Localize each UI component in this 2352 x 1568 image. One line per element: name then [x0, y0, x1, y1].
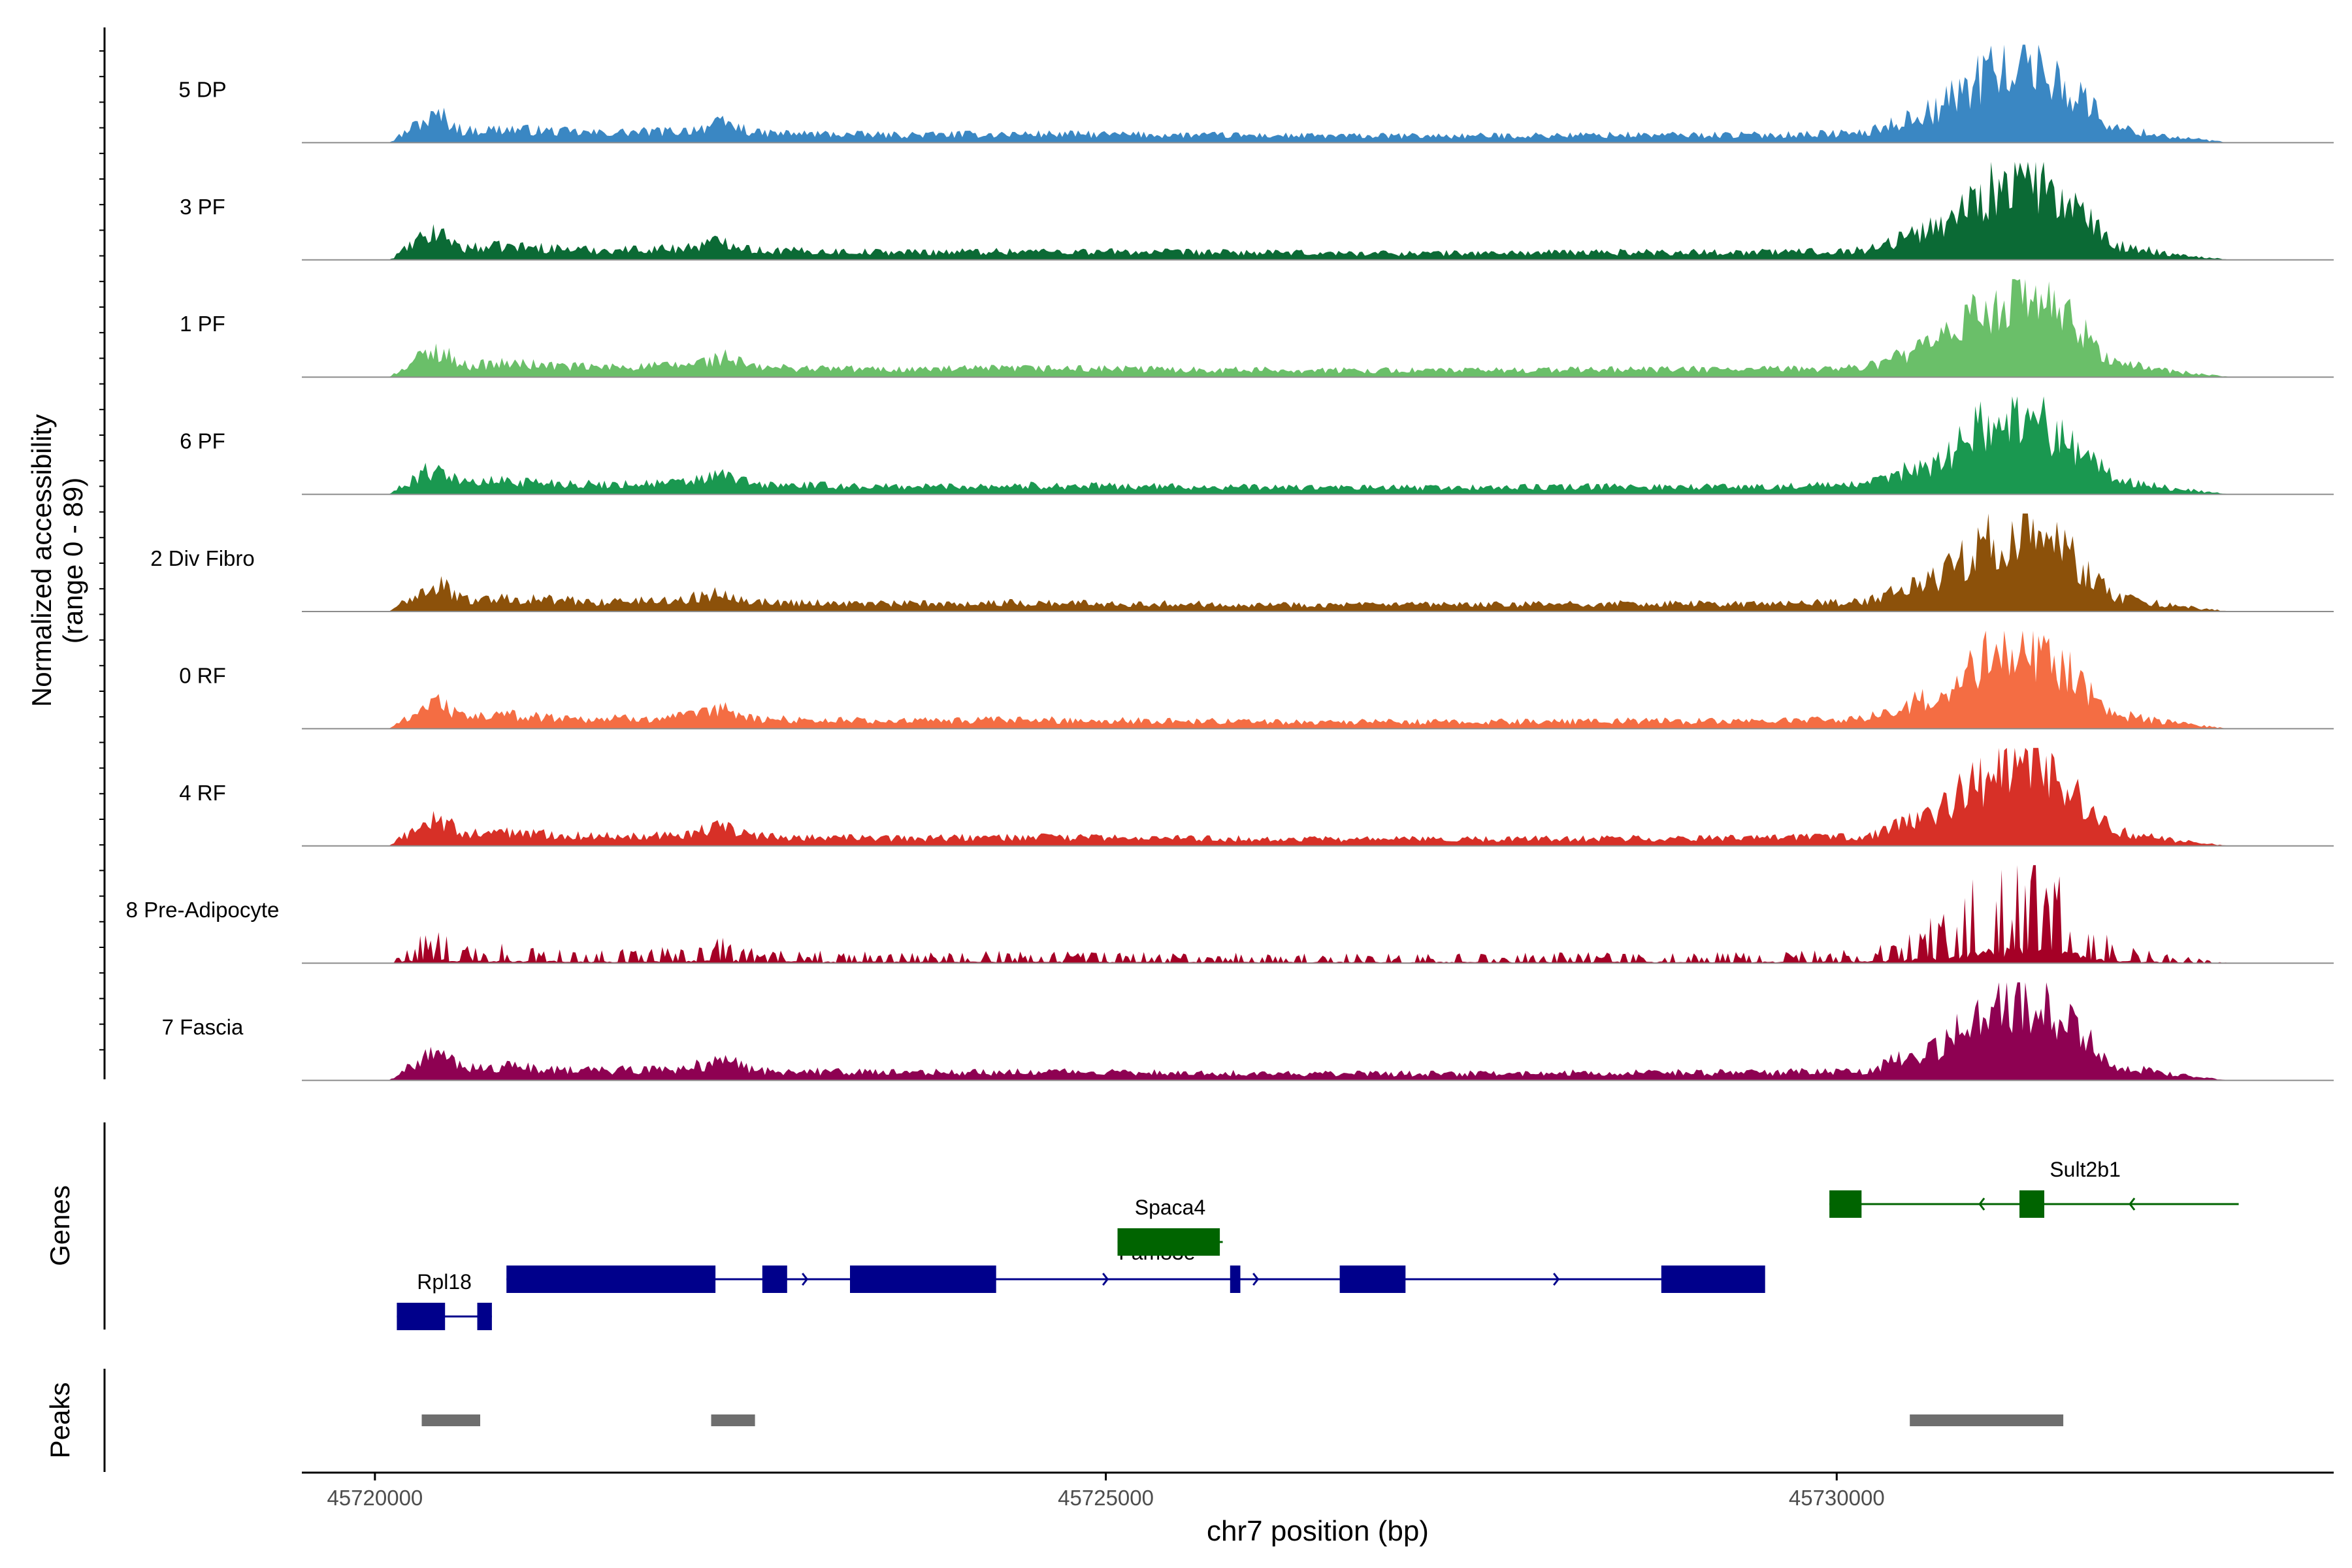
coverage-track-label: 2 Div Fibro — [150, 546, 255, 570]
gene-annotations: Rpl18Fam83eSpaca4Sult2b1 — [397, 1158, 2239, 1330]
coverage-track-label: 5 DP — [178, 77, 226, 101]
gene-strand-arrow — [1102, 1273, 1109, 1286]
coverage-track-area — [302, 44, 2334, 143]
coverage-y-title-line1: Normalized accessibility — [26, 414, 57, 707]
peaks — [421, 1414, 2064, 1426]
coverage-track-area — [302, 630, 2334, 729]
gene-strand-arrow — [1252, 1273, 1260, 1286]
gene-exon — [397, 1303, 446, 1330]
coverage-track-label: 4 RF — [179, 781, 226, 805]
x-axis-ticks: 45720000 45725000 45730000 — [327, 1473, 1885, 1510]
gene-exon — [477, 1303, 492, 1330]
x-tick-label: 45720000 — [327, 1486, 423, 1510]
gene-strand-arrow — [1978, 1198, 1985, 1211]
gene-exon — [1661, 1266, 1765, 1293]
coverage-track-area — [302, 982, 2334, 1081]
coverage-track-area — [302, 161, 2334, 260]
coverage-track-label: 7 Fascia — [162, 1015, 244, 1039]
gene-exon — [506, 1266, 716, 1293]
coverage-track-label: 0 RF — [179, 663, 226, 687]
coverage-y-title-line2: (range 0 - 89) — [57, 478, 88, 644]
gene-strand-arrow — [1553, 1273, 1560, 1286]
genes-panel-label: Genes — [44, 1185, 75, 1266]
peaks-panel-label: Peaks — [44, 1382, 75, 1459]
peak-bar — [711, 1414, 755, 1426]
coverage-tracks: 5 DP 3 PF 1 PF 6 PF 2 Div Fibro 0 RF 4 RF 8 Pre… — [126, 44, 2334, 1081]
gene-strand-arrow — [2129, 1198, 2136, 1211]
gene-label: Rpl18 — [417, 1270, 472, 1294]
gene-exon — [1230, 1266, 1241, 1293]
x-axis-title: chr7 position (bp) — [1207, 1515, 1429, 1547]
gene-exon — [2019, 1190, 2044, 1218]
gene-exon — [762, 1266, 787, 1293]
gene-strand-arrow — [802, 1273, 809, 1286]
peak-bar — [1910, 1414, 2064, 1426]
peak-bar — [421, 1414, 480, 1426]
coverage-track-area — [302, 279, 2334, 378]
coverage-track-label: 8 Pre-Adipocyte — [126, 898, 280, 922]
gene-exon — [1339, 1266, 1406, 1293]
x-tick-label: 45730000 — [1789, 1486, 1885, 1510]
coverage-track-area — [302, 865, 2334, 964]
coverage-track-label: 1 PF — [180, 312, 225, 336]
coverage-track-label: 6 PF — [180, 429, 225, 453]
gene-exon — [1829, 1190, 1862, 1218]
coverage-track-area — [302, 514, 2334, 612]
coverage-track-label: 3 PF — [180, 195, 225, 219]
gene-label: Spaca4 — [1135, 1196, 1206, 1219]
gene-label: Sult2b1 — [2050, 1158, 2121, 1181]
coverage-track-area — [302, 396, 2334, 495]
gene-exon — [850, 1266, 996, 1293]
x-tick-label: 45725000 — [1058, 1486, 1154, 1510]
gene-exon — [1117, 1228, 1220, 1256]
coverage-track-area — [302, 747, 2334, 846]
